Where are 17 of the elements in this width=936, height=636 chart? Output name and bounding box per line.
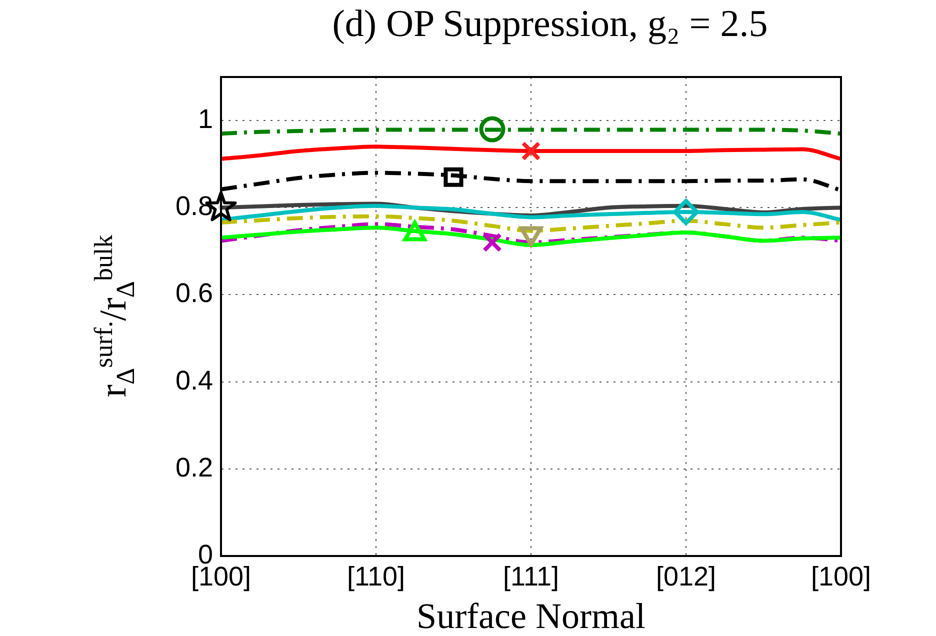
- point: [521, 141, 541, 161]
- x-tick-label: [100]: [810, 562, 872, 592]
- point: [479, 116, 506, 142]
- x-axis-title: Surface Normal: [416, 596, 646, 636]
- x-tick-label: [012]: [656, 562, 716, 592]
- x-tick-label: [111]: [502, 562, 560, 592]
- y-tick-label: 0.6: [175, 278, 213, 308]
- x-tick-label: [110]: [346, 562, 406, 592]
- chart-title: (d) OP Suppression, g₂ = 2.5: [331, 2, 769, 46]
- point: [482, 232, 502, 252]
- y-tick-label: 0.4: [175, 365, 213, 396]
- point: [444, 167, 464, 187]
- line-series: [219, 144, 843, 161]
- y-tick-label: 0.2: [175, 452, 213, 482]
- y-tick-label: 0.8: [175, 191, 213, 222]
- y-tick-label: 1: [198, 104, 213, 134]
- point: [673, 198, 699, 225]
